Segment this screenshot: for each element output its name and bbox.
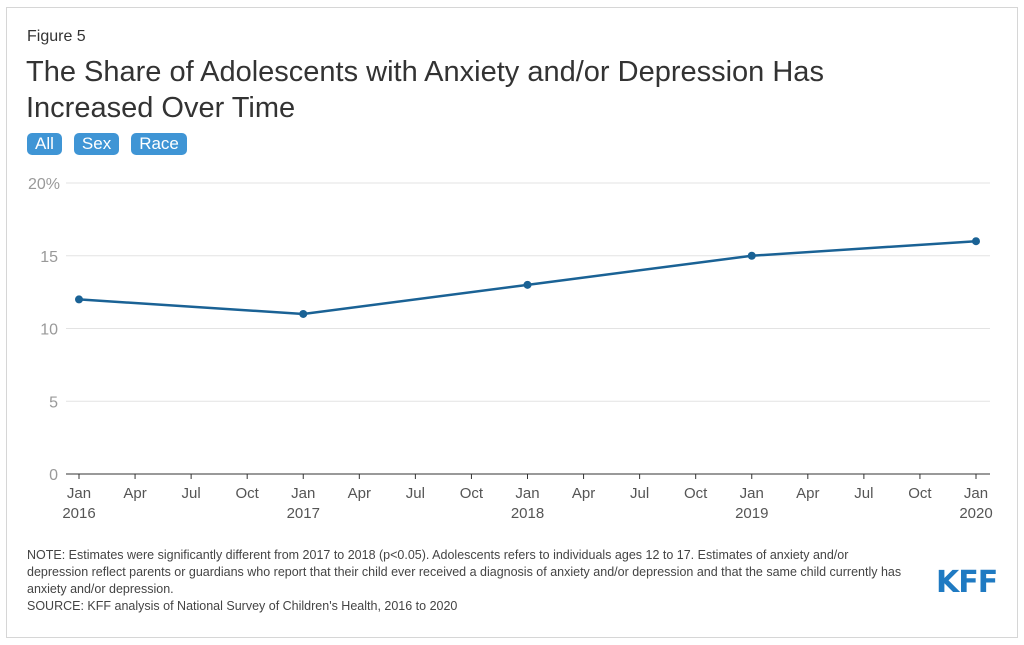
x-tick-label: Oct xyxy=(460,485,484,502)
x-tick-label: Oct xyxy=(684,485,708,502)
y-tick-label: 20% xyxy=(28,176,60,193)
chart-title: The Share of Adolescents with Anxiety an… xyxy=(26,56,824,124)
x-tick-year: 2017 xyxy=(287,505,320,522)
source-text: SOURCE: KFF analysis of National Survey … xyxy=(27,599,458,613)
x-tick-label: Apr xyxy=(572,485,595,502)
x-tick-year: 2018 xyxy=(511,505,544,522)
y-tick-label: 15 xyxy=(40,249,58,266)
kff-logo: KFF xyxy=(936,565,998,600)
note-text: NOTE: Estimates were significantly diffe… xyxy=(27,548,902,596)
y-tick-label: 10 xyxy=(40,322,58,339)
filter-sex-button[interactable]: Sex xyxy=(73,133,120,155)
data-point xyxy=(299,309,308,318)
y-tick-label: 5 xyxy=(49,394,58,411)
x-tick-label: Apr xyxy=(796,485,819,502)
x-tick-label: Jan xyxy=(964,485,988,502)
filter-race-button[interactable]: Race xyxy=(131,133,187,155)
data-point xyxy=(75,295,83,304)
y-tick-label: 0 xyxy=(49,467,58,484)
figure-label: Figure 5 xyxy=(27,28,86,45)
x-tick-label: Oct xyxy=(908,485,932,502)
data-point xyxy=(972,237,980,246)
series-line xyxy=(78,239,977,316)
x-tick-label: Jan xyxy=(740,485,764,502)
x-tick-label: Apr xyxy=(123,485,146,502)
data-point xyxy=(747,251,756,260)
x-tick-label: Jul xyxy=(630,485,649,502)
chart-notes: NOTE: Estimates were significantly diffe… xyxy=(27,547,907,615)
x-tick-label: Jul xyxy=(854,485,873,502)
data-point xyxy=(523,280,532,289)
x-tick-label: Jan xyxy=(67,485,91,502)
x-tick-year: 2020 xyxy=(959,505,992,522)
x-tick-label: Jul xyxy=(182,485,201,502)
x-tick-year: 2016 xyxy=(62,505,95,522)
x-tick-label: Jul xyxy=(406,485,425,502)
x-tick-label: Oct xyxy=(236,485,260,502)
filter-all-button[interactable]: All xyxy=(27,133,62,155)
filter-buttons: All Sex Race xyxy=(27,133,187,155)
x-tick-label: Apr xyxy=(348,485,371,502)
x-tick-year: 2019 xyxy=(735,505,768,522)
x-tick-label: Jan xyxy=(515,485,539,502)
figure-frame xyxy=(6,7,1018,638)
x-tick-label: Jan xyxy=(291,485,315,502)
